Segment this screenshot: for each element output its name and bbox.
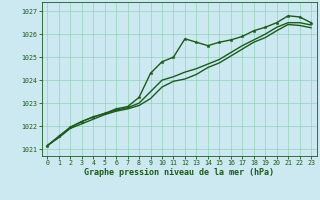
X-axis label: Graphe pression niveau de la mer (hPa): Graphe pression niveau de la mer (hPa) xyxy=(84,168,274,177)
